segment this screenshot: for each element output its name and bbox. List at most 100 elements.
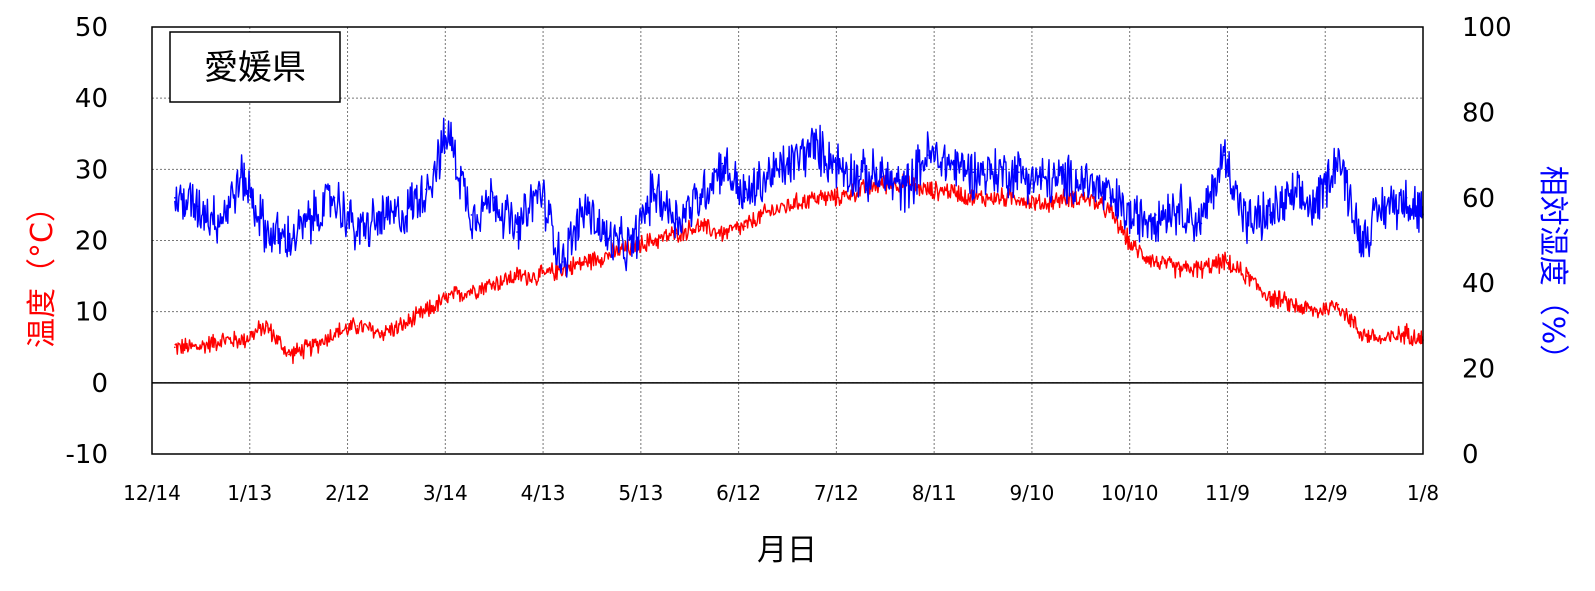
series-temperature — [174, 173, 1424, 365]
temperature-point — [447, 296, 450, 299]
temperature-point — [470, 289, 473, 292]
temperature-point — [493, 282, 496, 285]
grid-lines — [152, 27, 1423, 454]
temperature-point — [219, 339, 222, 341]
temperature-point — [1109, 211, 1111, 213]
humidity-point — [1223, 154, 1225, 156]
temperature-point — [1040, 204, 1043, 206]
temperature-point — [174, 346, 176, 349]
humidity-point — [1291, 197, 1294, 199]
temperature-point — [288, 353, 290, 356]
humidity-point — [310, 218, 313, 220]
y-axis-right-ticks: 0 20 40 60 80 100 — [1462, 13, 1512, 470]
humidity-point — [425, 188, 427, 191]
temperature-point — [835, 197, 838, 199]
temperature-point — [356, 325, 359, 327]
humidity-point — [767, 175, 769, 178]
temperature-point — [516, 275, 518, 277]
temperature-point — [1291, 303, 1294, 306]
humidity-point — [1177, 205, 1180, 208]
temperature-point — [265, 325, 267, 327]
temperature-point — [812, 197, 815, 199]
humidity-point — [470, 214, 473, 216]
humidity-point — [1246, 222, 1248, 225]
humidity-point — [561, 261, 564, 263]
humidity-point — [630, 248, 632, 250]
x-tick-label: 6/12 — [716, 481, 761, 505]
humidity-point — [174, 197, 176, 199]
humidity-point — [539, 188, 541, 191]
y-tick-left-label: 40 — [75, 84, 108, 114]
humidity-point — [379, 218, 381, 220]
temperature-point — [721, 232, 724, 235]
temperature-point — [767, 211, 769, 213]
series-humidity — [174, 117, 1424, 278]
temperature-point — [310, 346, 313, 349]
x-tick-label: 2/12 — [325, 481, 370, 505]
temperature-line — [174, 173, 1424, 365]
temperature-point — [1132, 246, 1134, 249]
y-tick-left-label: 0 — [91, 369, 108, 399]
humidity-point — [653, 188, 655, 191]
y-tick-right-label: 0 — [1462, 440, 1479, 470]
x-axis-title: 月日 — [757, 533, 817, 568]
temperature-point — [333, 332, 336, 334]
humidity-point — [447, 133, 450, 135]
x-tick-label: 8/11 — [912, 481, 957, 505]
temperature-point — [675, 232, 678, 235]
x-tick-label: 7/12 — [814, 481, 859, 505]
temperature-point — [744, 225, 746, 228]
temperature-point — [379, 332, 381, 334]
temperature-point — [1200, 268, 1203, 270]
humidity-point — [949, 162, 952, 165]
y-tick-right-label: 20 — [1462, 355, 1495, 385]
humidity-point — [1155, 214, 1157, 216]
humidity-point — [242, 175, 245, 178]
y-tick-right-label: 60 — [1462, 184, 1495, 214]
humidity-point — [972, 171, 975, 173]
humidity-point — [1132, 218, 1134, 220]
y-tick-right-label: 80 — [1462, 98, 1495, 128]
x-tick-label: 11/9 — [1205, 481, 1250, 505]
temperature-point — [790, 204, 792, 206]
y-tick-left-label: 10 — [75, 298, 108, 328]
y-axis-right-title: 相対湿度（%） — [1535, 166, 1570, 375]
humidity-point — [493, 197, 496, 199]
temperature-point — [949, 189, 952, 192]
humidity-point — [584, 205, 587, 208]
temperature-point — [1223, 261, 1225, 263]
y-tick-right-label: 40 — [1462, 269, 1495, 299]
x-axis-ticks: 12/14 1/13 2/12 3/14 4/13 5/13 6/12 7/12 8/11 9/1… — [123, 481, 1439, 505]
humidity-point — [333, 197, 336, 199]
humidity-point — [1314, 205, 1317, 208]
temperature-point — [1155, 261, 1157, 263]
humidity-point — [1383, 205, 1385, 208]
chart-title: 愛媛県 — [204, 48, 306, 88]
humidity-point — [402, 214, 404, 216]
temperature-point — [242, 339, 245, 341]
humidity-point — [675, 218, 678, 220]
temperature-point — [1405, 332, 1408, 334]
x-tick-label: 12/14 — [123, 481, 181, 505]
temperature-point — [1177, 268, 1180, 270]
temperature-point — [881, 182, 883, 185]
temperature-point — [584, 261, 587, 263]
title-box: 愛媛県 — [169, 31, 341, 103]
humidity-point — [1200, 222, 1203, 225]
temperature-point — [1337, 303, 1340, 306]
plot-frame — [151, 26, 1424, 455]
humidity-point — [219, 218, 222, 220]
y-tick-left-label: 20 — [75, 227, 108, 257]
humidity-point — [926, 154, 929, 156]
humidity-point — [812, 145, 815, 148]
temperature-point — [1063, 197, 1066, 199]
humidity-point — [607, 239, 610, 242]
humidity-point — [721, 162, 724, 165]
series-layer — [174, 117, 1424, 365]
temperature-point — [1018, 197, 1020, 199]
x-tick-label: 3/14 — [423, 481, 468, 505]
temperature-point — [1360, 332, 1362, 334]
temperature-point — [561, 268, 564, 270]
y-tick-left-label: 50 — [75, 13, 108, 43]
x-tick-label: 5/13 — [618, 481, 663, 505]
